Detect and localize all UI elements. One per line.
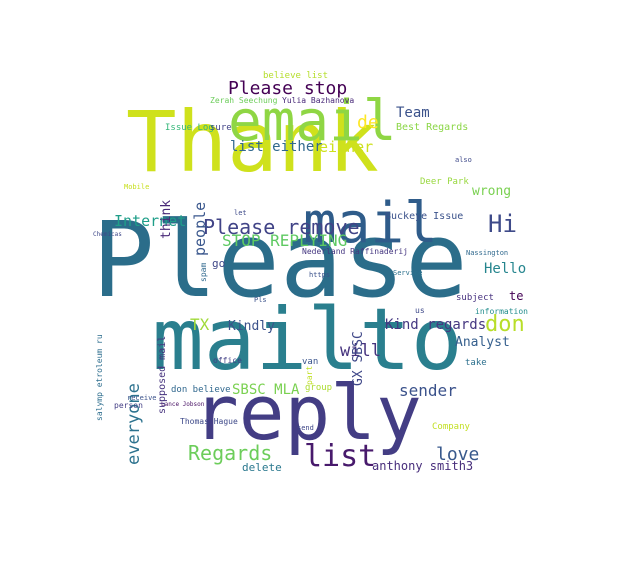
cloud-word: Issue Log bbox=[165, 123, 214, 133]
cloud-word: Kindly bbox=[228, 319, 275, 334]
cloud-word: Regards bbox=[188, 441, 273, 465]
cloud-word: Company bbox=[432, 422, 470, 432]
cloud-word: list either bbox=[230, 139, 323, 155]
cloud-word: Mobile bbox=[124, 183, 150, 191]
cloud-word: Best Regards bbox=[396, 122, 469, 133]
cloud-word: Please stop bbox=[228, 78, 348, 99]
cloud-word: person bbox=[114, 401, 143, 410]
cloud-word: Hi bbox=[488, 210, 517, 238]
cloud-word: spam bbox=[199, 262, 208, 283]
cloud-word: https bbox=[309, 271, 331, 279]
cloud-word: part bbox=[305, 365, 314, 386]
cloud-word: salymp etroleum ru bbox=[95, 334, 104, 422]
cloud-word: Lance Jobson bbox=[161, 401, 205, 408]
cloud-word: us bbox=[415, 306, 425, 315]
cloud-word: de bbox=[357, 112, 379, 133]
cloud-word: people bbox=[191, 201, 209, 256]
cloud-word: don believe bbox=[171, 385, 231, 395]
cloud-word: Zerah Seechung bbox=[210, 96, 278, 105]
cloud-word: Nassington bbox=[466, 249, 509, 257]
cloud-word: Please bbox=[92, 199, 468, 321]
cloud-word: let bbox=[234, 209, 247, 217]
cloud-word: te bbox=[509, 289, 524, 303]
cloud-word: group bbox=[305, 383, 333, 393]
cloud-word: information bbox=[475, 307, 528, 316]
cloud-word: Thomas Hague bbox=[180, 417, 238, 426]
cloud-word: Internet bbox=[114, 212, 187, 230]
cloud-word: GX SBSC bbox=[351, 330, 366, 386]
cloud-word: Thank bbox=[126, 93, 379, 191]
cloud-word: office bbox=[213, 356, 242, 365]
cloud-word: Buckeye Issue bbox=[385, 211, 464, 222]
cloud-word: SBSC MLA bbox=[232, 382, 300, 398]
cloud-word: Yulia Bazhanova bbox=[282, 96, 355, 105]
cloud-word: mailto bbox=[152, 290, 463, 390]
cloud-word: send bbox=[297, 424, 314, 432]
cloud-word: also bbox=[455, 156, 472, 164]
cloud-word: list bbox=[304, 439, 377, 474]
cloud-word: Deer Park bbox=[420, 177, 469, 187]
cloud-word: either bbox=[319, 138, 374, 156]
cloud-word: go bbox=[212, 257, 226, 270]
cloud-word: van bbox=[302, 357, 319, 367]
cloud-word: Team bbox=[396, 105, 430, 121]
cloud-word: sender bbox=[399, 381, 457, 400]
cloud-word: Nederland Raffinaderij bbox=[302, 247, 408, 256]
cloud-word: Kind regards bbox=[385, 317, 487, 333]
cloud-word: TX bbox=[190, 315, 210, 334]
cloud-word: don bbox=[485, 312, 525, 337]
cloud-word: receive bbox=[127, 394, 157, 402]
cloud-word: Analyst bbox=[455, 335, 510, 350]
cloud-word: Hello bbox=[484, 261, 527, 277]
cloud-word: Pls bbox=[254, 296, 267, 304]
cloud-word: love bbox=[436, 444, 480, 465]
cloud-word: subject bbox=[456, 293, 494, 303]
cloud-word: mail bbox=[303, 191, 438, 256]
cloud-word: wrong bbox=[472, 184, 512, 199]
cloud-word: think bbox=[159, 199, 174, 239]
cloud-word: anthony smith3 bbox=[372, 459, 474, 473]
cloud-word: will bbox=[340, 341, 381, 361]
cloud-word: STOP REPLYING bbox=[222, 231, 348, 250]
cloud-word: Please remove bbox=[203, 215, 360, 239]
cloud-word: Chemicas bbox=[93, 231, 122, 238]
cloud-word: delete bbox=[242, 461, 282, 474]
cloud-word: reply bbox=[193, 368, 422, 457]
cloud-word: believe list bbox=[263, 71, 329, 81]
cloud-word: sure bbox=[210, 123, 232, 133]
cloud-word: Service bbox=[393, 269, 423, 277]
cloud-word: take bbox=[465, 358, 487, 368]
cloud-word: email bbox=[228, 89, 397, 154]
